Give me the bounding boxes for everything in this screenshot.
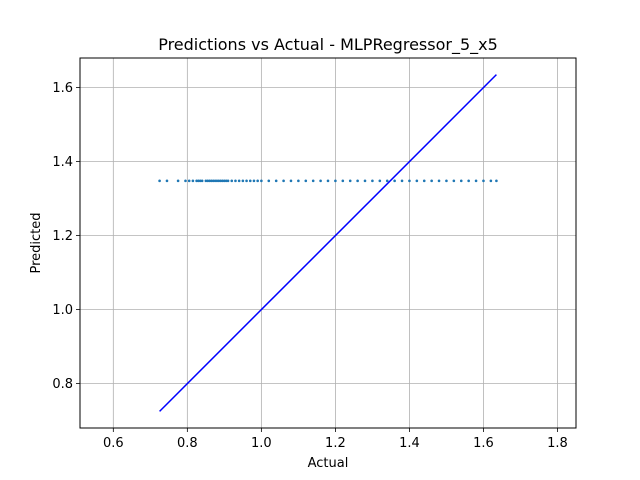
scatter-point <box>237 179 241 183</box>
scatter-point <box>176 179 180 183</box>
scatter-point <box>210 179 213 183</box>
scatter-point <box>311 179 315 183</box>
x-tick-label: 0.8 <box>177 436 198 451</box>
scatter-point <box>215 179 219 183</box>
y-tick-label: 0.8 <box>52 377 73 392</box>
ticks: 0.6 0.8 1.0 1.2 1.4 1.6 1.8 0.8 1.0 1.2 1.4 1.6 <box>52 81 568 451</box>
scatter-point <box>230 179 234 183</box>
scatter-point <box>184 179 187 183</box>
scatter-point <box>260 179 263 183</box>
scatter-point <box>304 179 308 183</box>
scatter-point <box>200 179 204 183</box>
scatter-point <box>282 179 285 183</box>
grid <box>80 58 576 428</box>
y-tick-label: 1.0 <box>52 303 73 318</box>
scatter-point <box>274 179 278 183</box>
scatter-point <box>206 179 210 183</box>
scatter-point <box>191 179 195 183</box>
scatter-point <box>495 179 498 183</box>
scatter-point <box>474 179 478 183</box>
scatter-point <box>219 179 222 183</box>
scatter-point <box>226 179 230 183</box>
scatter-point <box>217 179 221 183</box>
scatter-point <box>319 179 322 183</box>
scatter-point <box>467 179 470 183</box>
scatter-point <box>158 179 161 183</box>
scatter-point <box>393 179 396 183</box>
scatter-point <box>341 179 345 183</box>
plot-frame <box>79 57 577 429</box>
reference-line <box>159 74 497 412</box>
scatter-point <box>223 179 226 183</box>
y-axis-label: Predicted <box>29 212 44 273</box>
scatter-point <box>198 179 202 183</box>
scatter-point <box>482 179 485 183</box>
scatter-point <box>348 179 352 183</box>
scatter-point <box>371 179 374 183</box>
scatter-point <box>400 179 404 183</box>
y-tick-label: 1.6 <box>52 81 73 96</box>
scatter-point <box>430 179 433 183</box>
chart-title: Predictions vs Actual - MLPRegressor_5_x… <box>158 35 498 55</box>
scatter-point <box>224 179 228 183</box>
scatter-point <box>204 179 208 183</box>
scatter-point <box>334 179 337 183</box>
scatter-point <box>363 179 367 183</box>
scatter-point <box>289 179 293 183</box>
x-tick-label: 1.6 <box>473 436 494 451</box>
x-tick-label: 1.4 <box>399 436 420 451</box>
scatter-point <box>211 179 215 183</box>
scatter-point <box>408 179 411 183</box>
plot-content <box>158 74 498 412</box>
scatter-point <box>256 179 259 183</box>
x-axis-label: Actual <box>308 456 349 471</box>
scatter-point <box>208 179 211 183</box>
x-tick-label: 1.0 <box>251 436 272 451</box>
scatter-point <box>234 179 237 183</box>
scatter-point <box>267 179 271 183</box>
scatter-point <box>437 179 441 183</box>
scatter-point <box>221 179 224 183</box>
scatter-point <box>326 179 330 183</box>
scatter-point <box>445 179 448 183</box>
scatter-point <box>197 179 200 183</box>
x-tick-label: 1.2 <box>325 436 346 451</box>
scatter-point <box>213 179 217 183</box>
scatter-point <box>165 179 169 183</box>
scatter-point <box>415 179 419 183</box>
x-tick-label: 0.6 <box>103 436 124 451</box>
scatter-point <box>187 179 191 183</box>
y-tick-label: 1.2 <box>52 229 73 244</box>
scatter-point <box>245 179 248 183</box>
scatter-point <box>297 179 300 183</box>
scatter-point <box>385 179 389 183</box>
scatter-point <box>356 179 359 183</box>
scatter-point <box>489 179 493 183</box>
y-tick-label: 1.4 <box>52 155 73 170</box>
scatter-point <box>241 179 245 183</box>
x-tick-label: 1.8 <box>547 436 568 451</box>
scatter-point <box>248 179 252 183</box>
scatter-point <box>378 179 382 183</box>
scatter-point <box>452 179 456 183</box>
scatter-point <box>195 179 198 183</box>
scatter-point <box>252 179 256 183</box>
scatter-point <box>422 179 426 183</box>
scatter-point <box>459 179 463 183</box>
